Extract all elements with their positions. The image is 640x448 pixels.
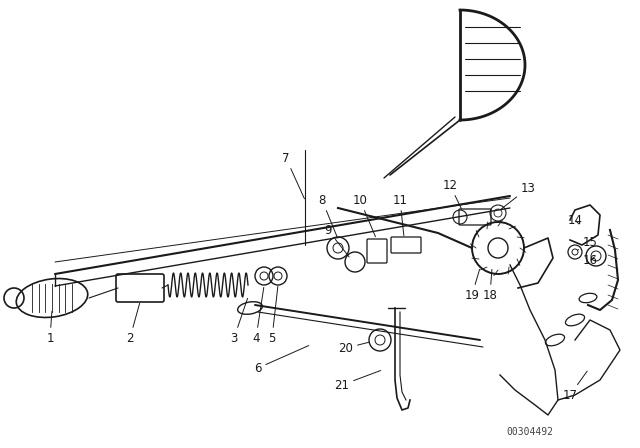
Text: 5: 5	[268, 286, 278, 345]
Text: 11: 11	[392, 194, 408, 236]
Text: 20: 20	[339, 341, 369, 354]
Text: 10: 10	[353, 194, 376, 237]
Text: 9: 9	[324, 224, 349, 257]
Text: 7: 7	[282, 151, 305, 199]
Text: 19: 19	[465, 269, 479, 302]
Text: 00304492: 00304492	[506, 427, 554, 437]
Text: 17: 17	[563, 371, 587, 401]
Text: 18: 18	[483, 269, 497, 302]
Text: 21: 21	[335, 370, 381, 392]
Text: 15: 15	[578, 236, 597, 250]
Text: 13: 13	[501, 181, 536, 209]
Text: 8: 8	[318, 194, 337, 238]
Text: 6: 6	[254, 345, 308, 375]
Text: 3: 3	[230, 298, 248, 345]
Text: 16: 16	[582, 254, 598, 267]
Text: 14: 14	[568, 214, 582, 227]
Text: 12: 12	[442, 178, 461, 209]
Text: 4: 4	[252, 287, 264, 345]
Text: 2: 2	[126, 303, 140, 345]
Text: 1: 1	[46, 311, 54, 345]
